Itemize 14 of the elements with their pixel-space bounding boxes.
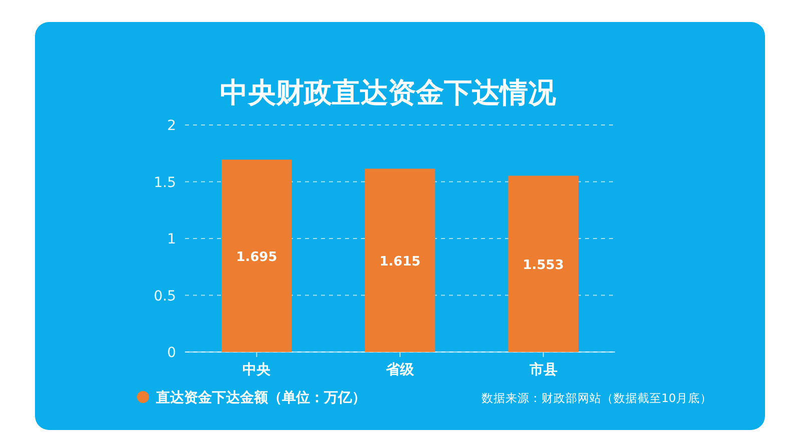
x-tick: 市县 — [529, 362, 558, 378]
legend-label: 直达资金下达金额（单位：万亿） — [156, 390, 366, 406]
title: 中央财政直达资金下达情况 — [220, 76, 556, 109]
y-tick: 1.5 — [154, 174, 176, 191]
y-tick: 0 — [167, 345, 176, 361]
data-label: 1.615 — [379, 254, 421, 270]
annotation: 数据来源：财政部网站（数据截至10月底） — [481, 391, 712, 405]
y-tick: 0.5 — [154, 288, 176, 304]
data-label: 1.553 — [522, 258, 564, 273]
y-tick: 2 — [167, 118, 176, 134]
y-tick: 1 — [167, 232, 176, 248]
x-tick: 中央 — [242, 362, 271, 378]
x-tick: 省级 — [386, 362, 414, 378]
data-label: 1.695 — [236, 250, 278, 265]
